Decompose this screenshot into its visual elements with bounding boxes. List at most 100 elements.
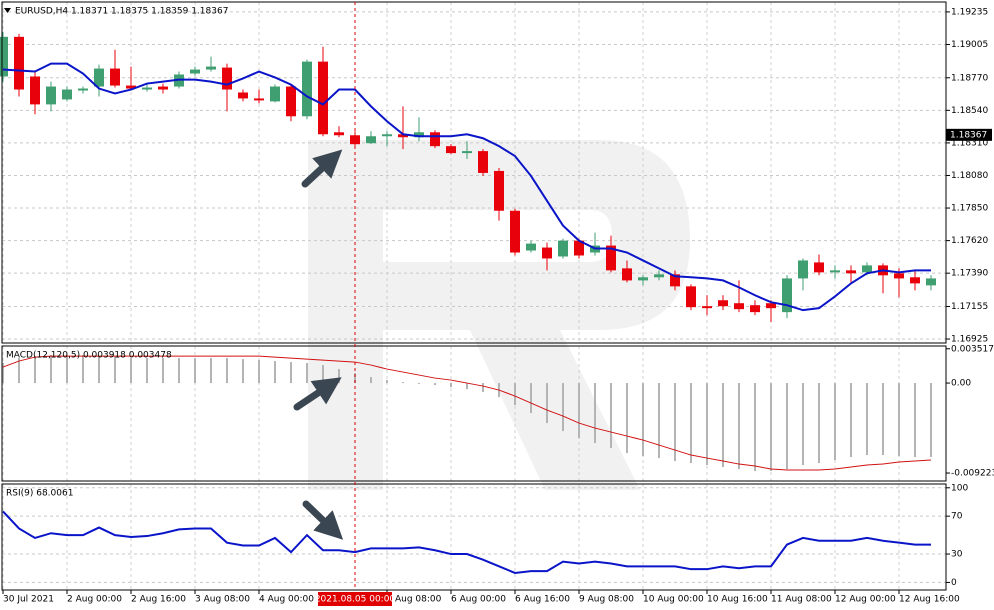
candle-body — [110, 68, 120, 86]
candle-body — [494, 170, 504, 211]
y-tick-label: 1.17620 — [951, 236, 988, 246]
histogram-bar — [370, 377, 372, 384]
histogram-bar — [562, 383, 564, 432]
y-tick-label: 1.19235 — [951, 7, 988, 17]
candle-body — [862, 265, 872, 273]
x-tick-label: 10 Aug 00:00 — [643, 595, 704, 605]
histogram-bar — [626, 383, 628, 454]
histogram-bar — [610, 383, 612, 449]
candle-body — [94, 68, 104, 87]
candle-body — [654, 274, 664, 278]
arrow — [301, 149, 343, 188]
histogram-bar — [146, 358, 148, 384]
candle-body — [526, 243, 536, 251]
candle-body — [414, 132, 424, 138]
panel-title: RSI(9) 68.0061 — [6, 489, 73, 499]
candle-body — [382, 134, 392, 137]
annotation-arrows — [293, 149, 344, 540]
histogram-bar — [834, 383, 836, 461]
histogram-bar — [226, 358, 228, 384]
candle-body — [350, 135, 360, 145]
histogram-bar — [882, 383, 884, 456]
candle-body — [462, 151, 472, 154]
histogram-bar — [354, 373, 356, 384]
y-tick-label: 1.18310 — [951, 138, 988, 148]
y-tick-label: 30 — [951, 550, 963, 560]
x-tick-label: 12 Aug 16:00 — [899, 595, 960, 605]
candle-body — [718, 300, 728, 307]
panel-title: EURUSD,H4 1.18371 1.18375 1.18359 1.1836… — [15, 7, 228, 17]
x-tick-label: 6 Aug 00:00 — [451, 595, 506, 605]
candle-body — [270, 86, 280, 102]
x-tick-label: 11 Aug 08:00 — [771, 595, 832, 605]
candle-body — [686, 286, 696, 308]
candle-body — [574, 240, 584, 256]
price-tag-label: 1.18367 — [950, 130, 987, 140]
candle-body — [926, 278, 936, 286]
y-tick-label: 0.003517 — [951, 344, 994, 354]
histogram-bar — [50, 355, 52, 384]
candle-body — [334, 132, 344, 136]
histogram-bar — [914, 383, 916, 458]
x-tick-label: 12 Aug 00:00 — [835, 595, 896, 605]
histogram-bar — [898, 383, 900, 457]
histogram-bar — [82, 355, 84, 384]
histogram-bar — [658, 383, 660, 459]
histogram-bar — [434, 383, 436, 386]
candle-body — [14, 36, 24, 90]
candle-body — [398, 134, 408, 138]
candle-body — [318, 61, 328, 135]
histogram-bar — [2, 363, 4, 384]
candle-body — [142, 87, 152, 90]
histogram-bar — [66, 355, 68, 384]
candle-body — [446, 146, 456, 154]
y-tick-label: 0 — [951, 578, 957, 588]
y-tick-label: 1.19005 — [951, 40, 988, 50]
candle-body — [766, 303, 776, 309]
x-tick-label: 2 Aug 16:00 — [131, 595, 186, 605]
y-tick-label: 1.18540 — [951, 106, 988, 116]
y-tick-label: 1.17850 — [951, 204, 988, 214]
candle-body — [606, 245, 616, 271]
histogram-bar — [322, 365, 324, 384]
candle-body — [702, 306, 712, 309]
y-tick-label: 1.16925 — [951, 335, 988, 345]
candle-body — [798, 260, 808, 279]
x-tick-label: 4 Aug 00:00 — [259, 595, 314, 605]
histogram-bar — [722, 383, 724, 468]
candle-body — [478, 151, 488, 173]
candle-body — [126, 85, 136, 89]
x-tick-label: 2 Aug 00:00 — [67, 595, 122, 605]
histogram-bar — [690, 383, 692, 464]
arrow — [302, 500, 344, 540]
x-tick-label: 3 Aug 08:00 — [195, 595, 250, 605]
y-tick-label: 1.17390 — [951, 269, 988, 279]
histogram-bar — [178, 358, 180, 384]
candle-body — [894, 273, 904, 279]
candle-body — [158, 86, 168, 90]
histogram-bar — [818, 383, 820, 464]
x-tick-label: Aug 08:00 — [395, 595, 442, 605]
candle-body — [670, 274, 680, 287]
candle-body — [734, 303, 744, 310]
histogram-bar — [786, 383, 788, 470]
candle-body — [846, 270, 856, 274]
histogram-bar — [418, 383, 420, 385]
histogram-bar — [258, 360, 260, 384]
candle-body — [814, 262, 824, 273]
y-tick-label: 1.18770 — [951, 73, 988, 83]
marks-layer — [0, 31, 936, 574]
signal-line — [2, 355, 932, 471]
histogram-bar — [338, 369, 340, 384]
panel-frame — [1, 483, 947, 591]
histogram-bar — [274, 361, 276, 384]
candle-body — [46, 86, 56, 105]
x-tick-label: 30 Jul 2021 — [3, 595, 54, 605]
y-tick-label: 70 — [951, 512, 963, 522]
histogram-bar — [770, 383, 772, 472]
histogram-bar — [450, 383, 452, 388]
rsi-line — [2, 510, 931, 574]
histogram-bar — [18, 358, 20, 384]
